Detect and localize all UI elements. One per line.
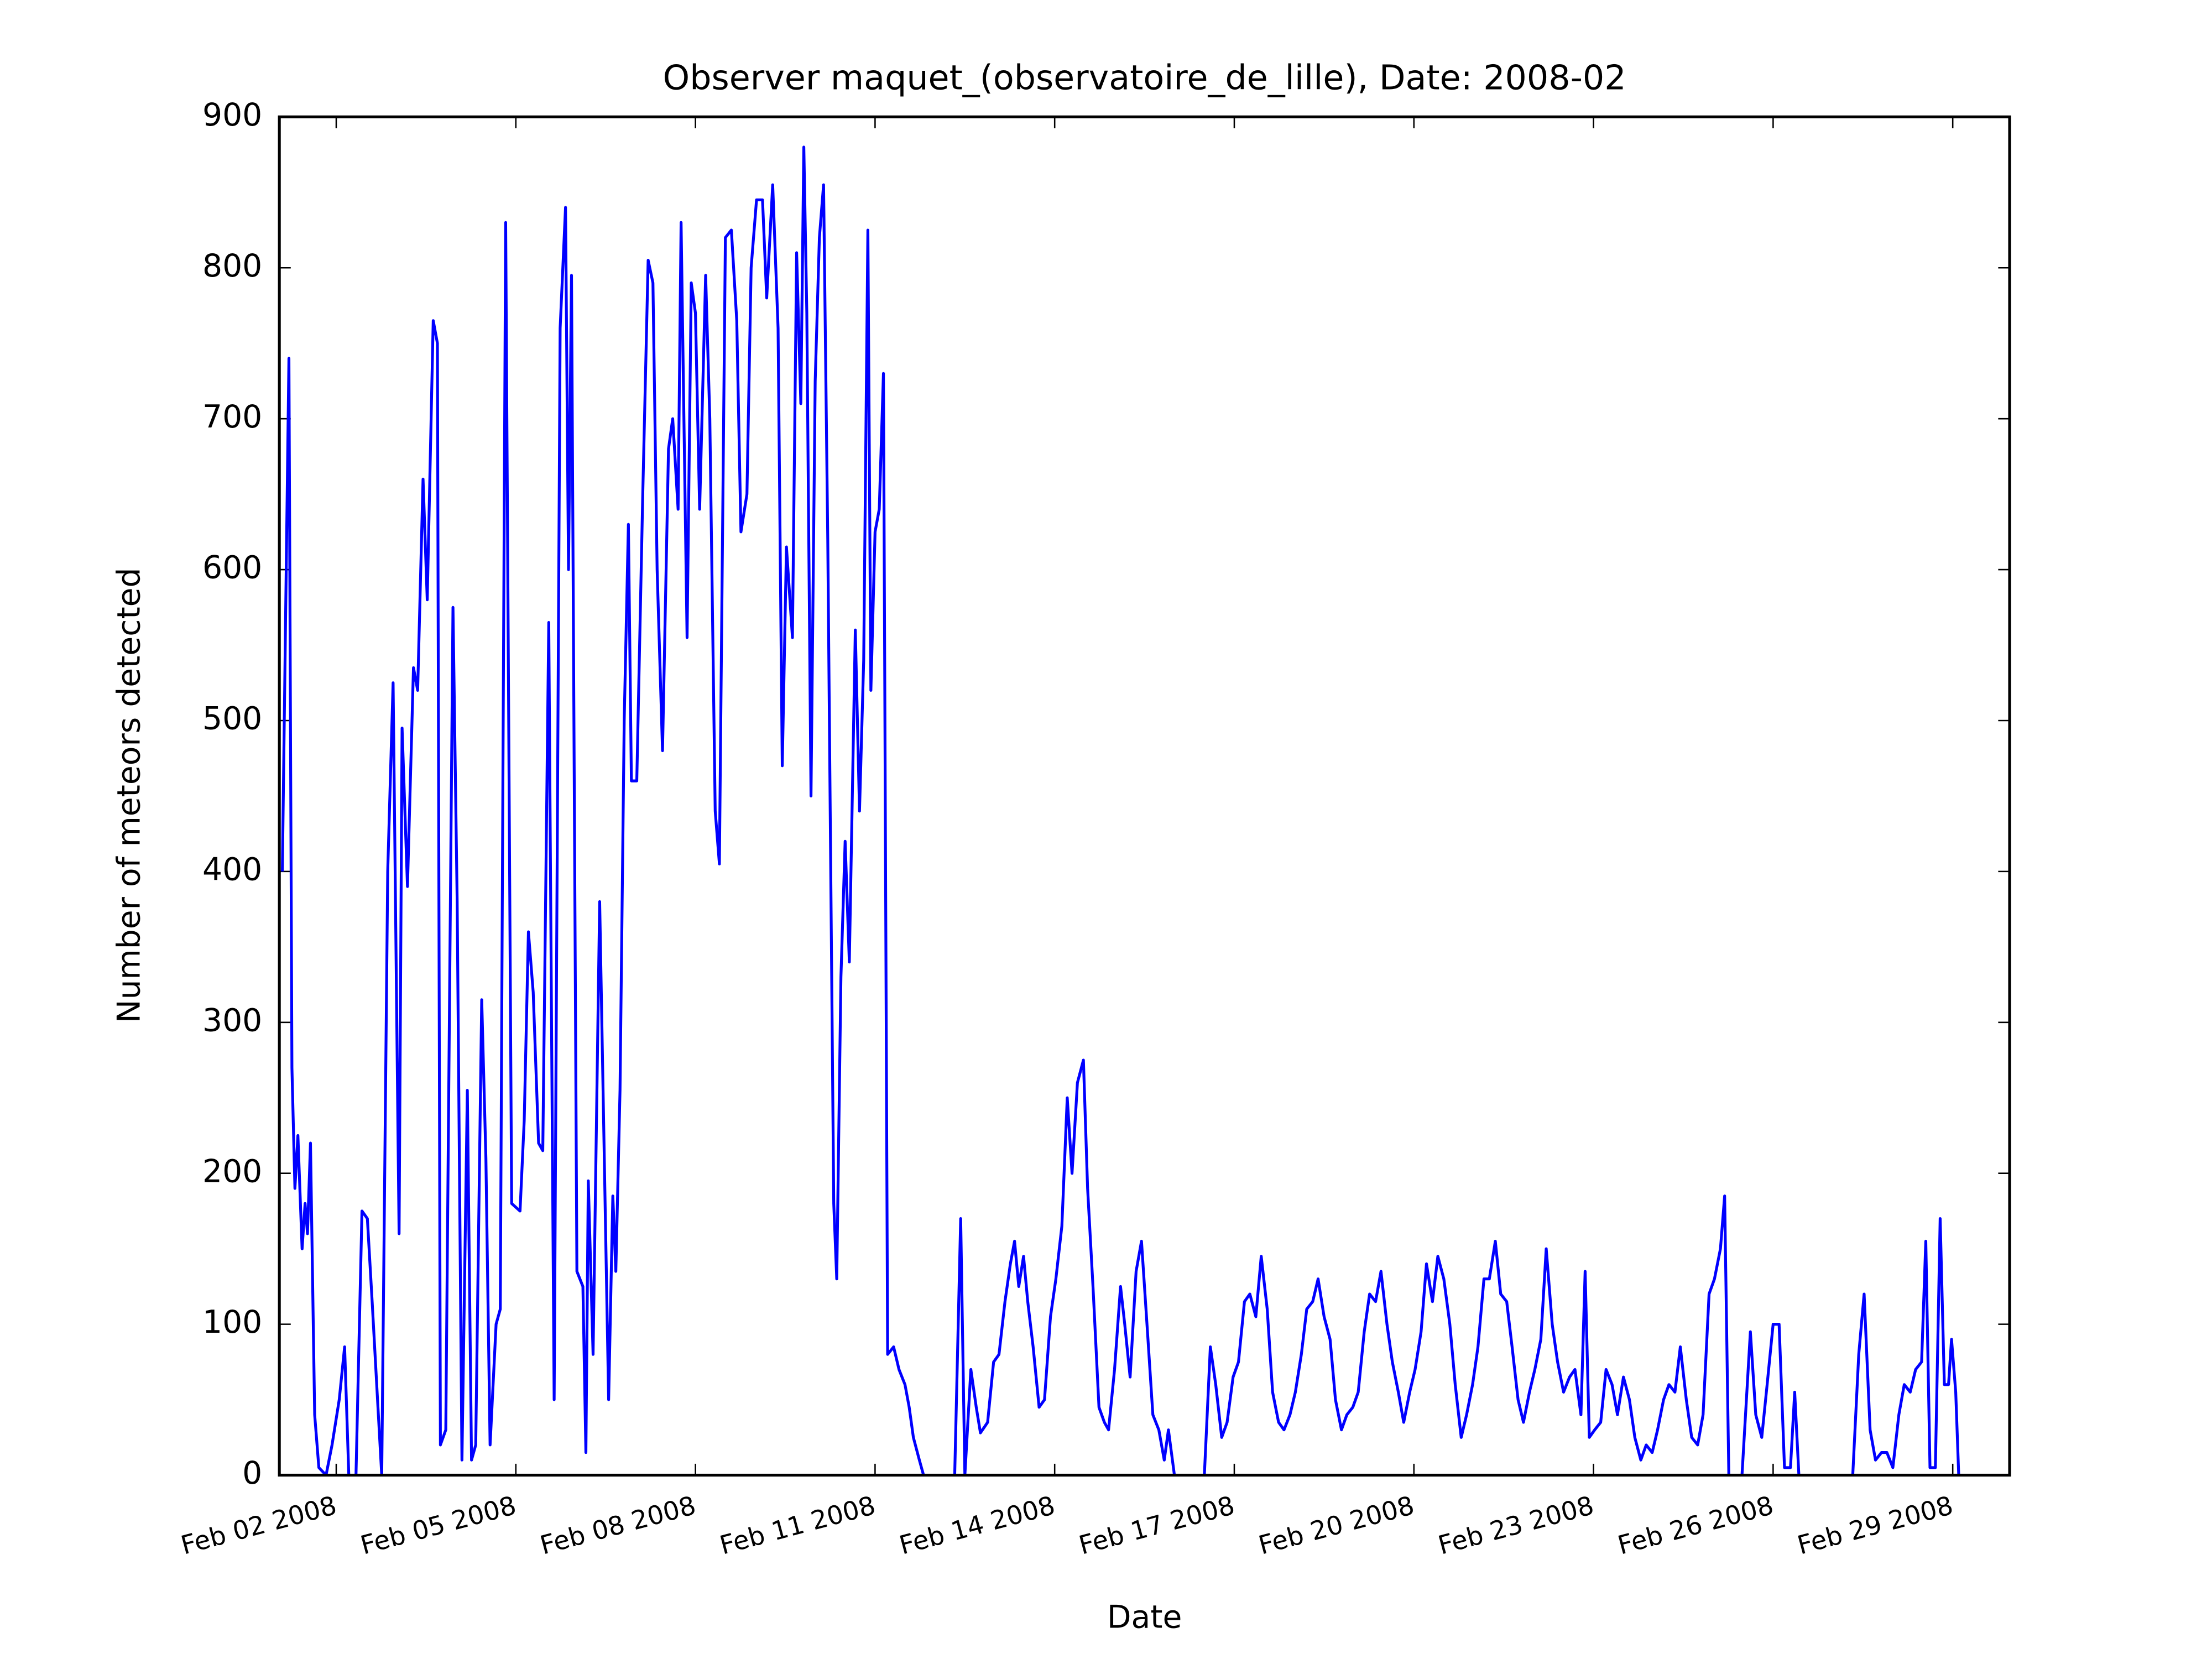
y-tick-label: 600 bbox=[202, 550, 262, 586]
y-tick-label: 900 bbox=[202, 97, 262, 133]
y-tick-label: 300 bbox=[202, 1002, 262, 1039]
chart-title: Observer maquet_(observatoire_de_lille),… bbox=[663, 58, 1626, 97]
plot-frame bbox=[278, 115, 2011, 1477]
x-axis-label: Date bbox=[1107, 1599, 1182, 1635]
y-tick-label: 500 bbox=[202, 701, 262, 737]
y-tick-label: 100 bbox=[202, 1304, 262, 1340]
y-tick-label: 0 bbox=[242, 1455, 262, 1491]
y-axis-label: Number of meteors detected bbox=[111, 567, 148, 1022]
y-tick-label: 700 bbox=[202, 399, 262, 435]
y-tick-label: 400 bbox=[202, 852, 262, 888]
y-tick-label: 200 bbox=[202, 1153, 262, 1190]
y-tick-label: 800 bbox=[202, 248, 262, 284]
data-line bbox=[280, 145, 1960, 1475]
